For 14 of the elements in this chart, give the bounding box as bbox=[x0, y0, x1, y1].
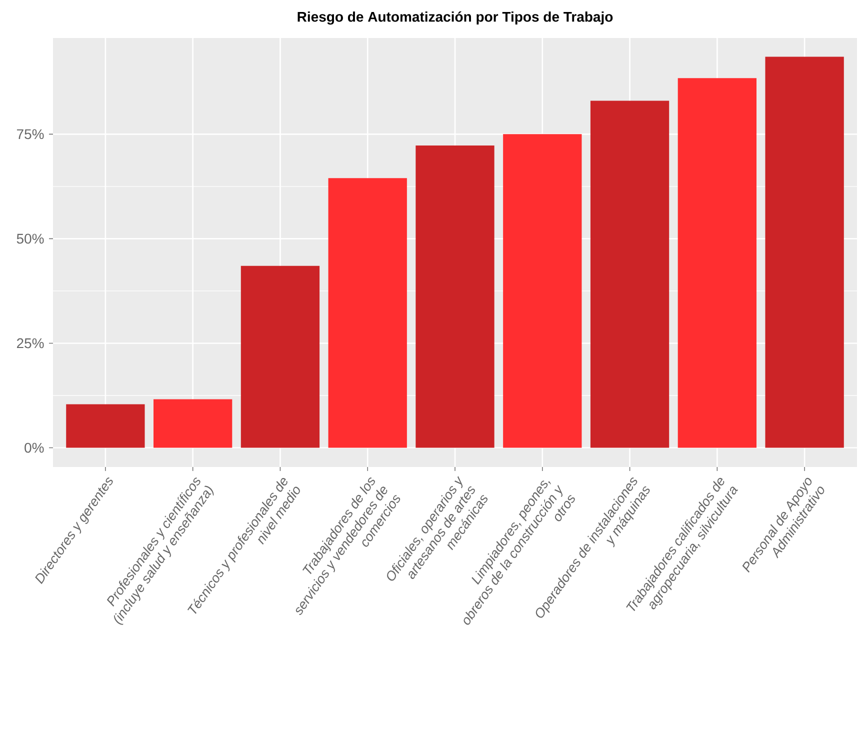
y-tick-label: 50% bbox=[16, 234, 44, 244]
y-tick-label: 25% bbox=[16, 338, 44, 348]
bar bbox=[416, 145, 494, 448]
bar bbox=[240, 266, 320, 448]
y-tick-label: 0% bbox=[24, 442, 44, 453]
bar bbox=[328, 178, 407, 448]
y-tick-label: 75% bbox=[16, 129, 44, 140]
bar bbox=[66, 404, 145, 448]
bar bbox=[154, 399, 232, 448]
bar bbox=[590, 100, 670, 448]
bar bbox=[503, 134, 582, 448]
bar bbox=[765, 56, 844, 448]
bar bbox=[678, 78, 756, 448]
chart-title: Riesgo de Automatización por Tipos de Trabajo bbox=[298, 11, 613, 25]
